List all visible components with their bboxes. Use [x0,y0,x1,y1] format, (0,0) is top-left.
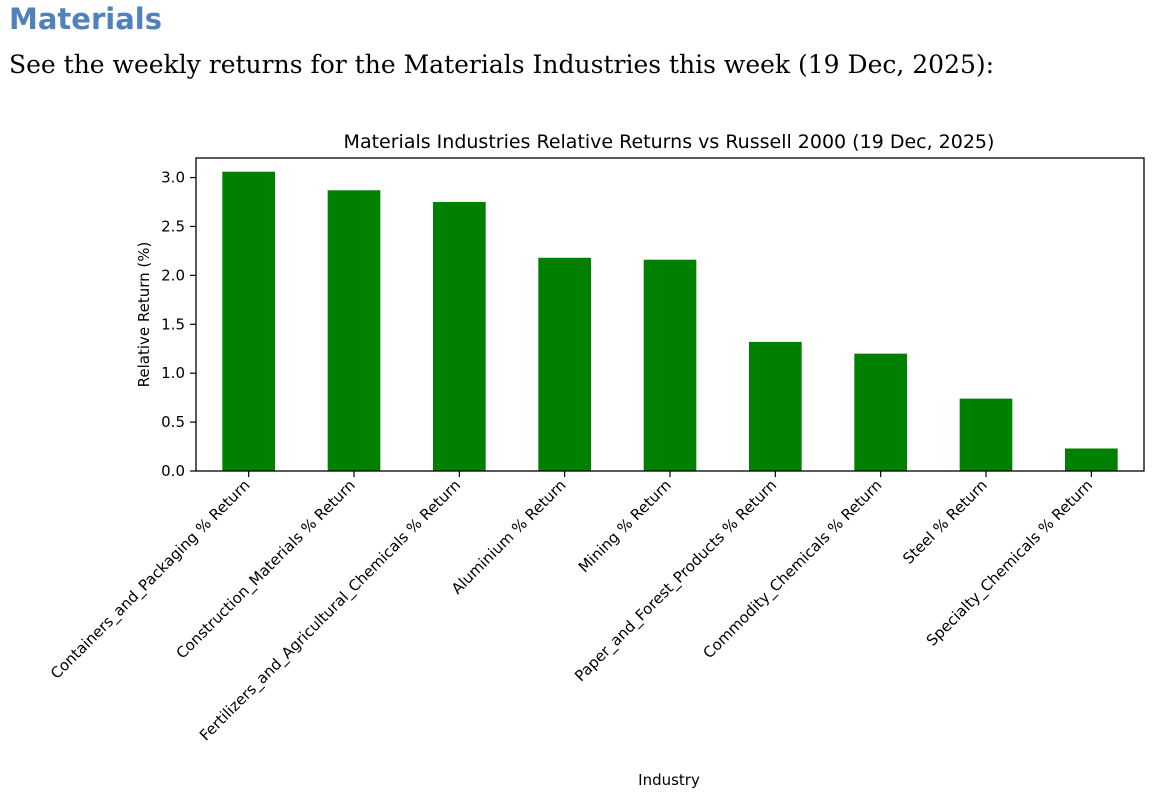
x-tick-label: Steel % Return [899,476,991,568]
y-tick-label: 0.5 [161,413,185,431]
bar [643,259,697,471]
y-tick-label: 2.0 [161,266,185,284]
chart-title: Materials Industries Relative Returns vs… [344,131,995,153]
x-axis: Containers_and_Packaging % ReturnConstru… [47,471,1097,745]
bar [327,190,381,471]
x-tick-label: Construction_Materials % Return [173,476,360,663]
y-tick-label: 1.0 [161,364,185,382]
x-tick-label: Mining % Return [575,476,675,576]
bar [749,341,802,471]
y-tick-label: 2.5 [161,217,185,235]
bar [433,202,486,471]
x-tick-label: Commodity_Chemicals % Return [700,476,887,663]
intro-text: See the weekly returns for the Materials… [9,50,995,79]
bar [959,398,1013,471]
plot-frame [195,157,1145,472]
bar [854,353,907,472]
y-tick-label: 3.0 [161,169,185,187]
x-tick-label: Paper_and_Forest_Products % Return [571,476,781,686]
bar [222,171,275,471]
y-axis-label: Relative Return (%) [135,242,153,388]
bar [538,257,591,471]
section-heading: Materials [9,2,162,36]
x-tick-label: Specialty_Chemicals % Return [923,476,1097,650]
x-axis-label: Industry [638,771,700,789]
y-axis: 0.0 0.5 1.0 1.5 2.0 2.5 3.0 [161,169,196,480]
bars-group [222,171,1118,472]
y-tick-label: 0.0 [161,462,185,480]
x-tick-label: Containers_and_Packaging % Return [47,476,254,683]
x-tick-label: Aluminium % Return [448,476,570,598]
bar [1065,448,1118,471]
y-tick-label: 1.5 [161,315,185,333]
